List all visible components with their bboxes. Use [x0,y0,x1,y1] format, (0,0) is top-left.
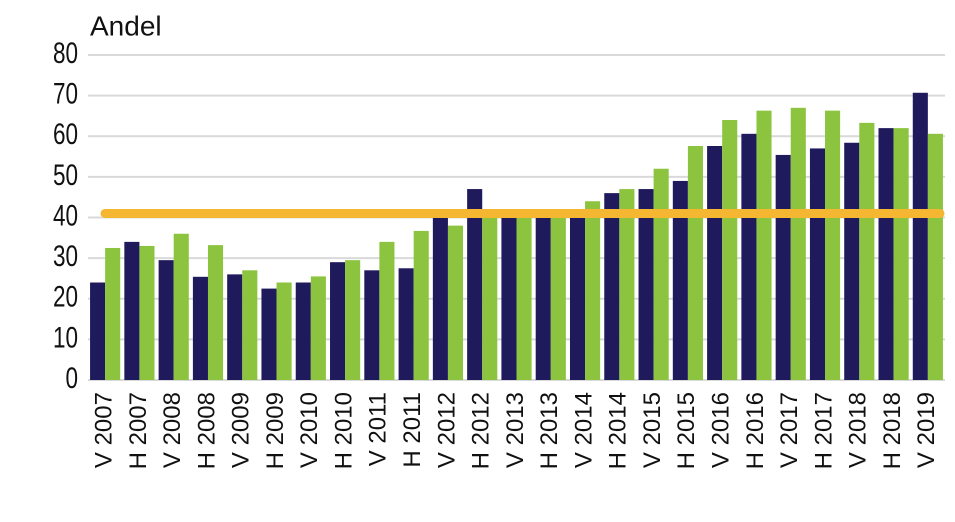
bar [139,245,155,380]
bar [261,288,277,380]
bar [276,282,292,380]
x-tick-label: V 2012 [433,392,460,468]
bar [550,213,566,380]
bar [364,270,380,380]
bar [672,180,688,380]
bar [741,133,757,380]
x-tick-label: H 2007 [125,392,152,469]
y-tick-label: 50 [53,158,78,192]
bar [432,215,448,380]
bar [707,146,723,380]
bar [790,107,806,380]
bar [653,168,669,380]
x-tick-label: H 2015 [673,392,700,469]
bar [859,122,875,380]
x-tick-label: H 2014 [605,392,632,469]
x-tick-label: H 2017 [810,392,837,469]
bar [604,193,620,380]
x-tick-label: H 2018 [879,392,906,469]
bar [124,241,140,380]
bar [413,230,429,380]
y-tick-label: 10 [53,320,78,354]
x-tick-label: V 2008 [159,392,186,468]
bar [569,213,586,380]
bar [638,189,654,380]
bar [878,128,894,380]
bar [242,270,258,380]
bar [912,92,928,380]
bar [687,146,703,380]
bar [330,262,346,380]
bar [482,209,498,380]
bar [345,260,361,380]
y-tick-label: 0 [65,361,78,395]
x-tick-label: V 2018 [845,392,872,468]
bar [467,189,483,380]
x-tick-label: V 2015 [639,392,666,468]
bar [158,260,174,380]
x-tick-label: V 2013 [502,392,529,468]
bar [535,213,551,380]
bar [379,241,395,380]
x-tick-label: V 2019 [913,392,940,468]
y-tick-label: 30 [53,239,78,273]
bar [227,274,243,380]
bar [192,276,208,380]
bar [207,245,224,380]
bar [516,213,532,380]
bar [398,268,414,380]
bar [844,142,860,380]
bar [775,154,791,380]
x-tick-label: V 2016 [708,392,735,468]
x-tick-label: V 2007 [90,392,117,468]
bar [295,282,311,380]
x-tick-label: H 2013 [536,392,563,469]
bar [893,128,909,380]
bar [90,282,106,380]
bar [927,133,943,380]
bar [501,213,517,380]
x-tick-label: V 2017 [776,392,803,468]
x-tick-label: V 2009 [228,392,255,468]
bar [722,120,738,380]
x-tick-label: H 2010 [330,392,357,469]
x-tick-label: H 2011 [399,392,426,468]
x-tick-label: V 2010 [296,392,323,468]
y-tick-label: 60 [53,117,78,151]
bar [756,110,772,380]
chart-title: Andel [90,10,162,41]
x-tick-label: V 2011 [365,392,392,466]
bar [173,233,189,380]
bar [809,148,826,380]
bar [447,225,464,380]
x-tick-label: H 2008 [193,392,220,469]
bar [619,189,635,380]
y-tick-label: 70 [53,76,78,110]
x-tick-label: H 2009 [262,392,289,469]
y-tick-label: 80 [53,36,78,70]
bar [585,201,601,380]
y-tick-label: 40 [53,198,78,232]
bar [310,276,326,380]
y-tick-label: 20 [53,280,78,314]
bar [105,247,121,380]
x-tick-label: H 2016 [742,392,769,469]
bar [825,110,841,380]
x-tick-label: V 2014 [570,392,597,468]
x-tick-label: H 2012 [468,392,495,469]
